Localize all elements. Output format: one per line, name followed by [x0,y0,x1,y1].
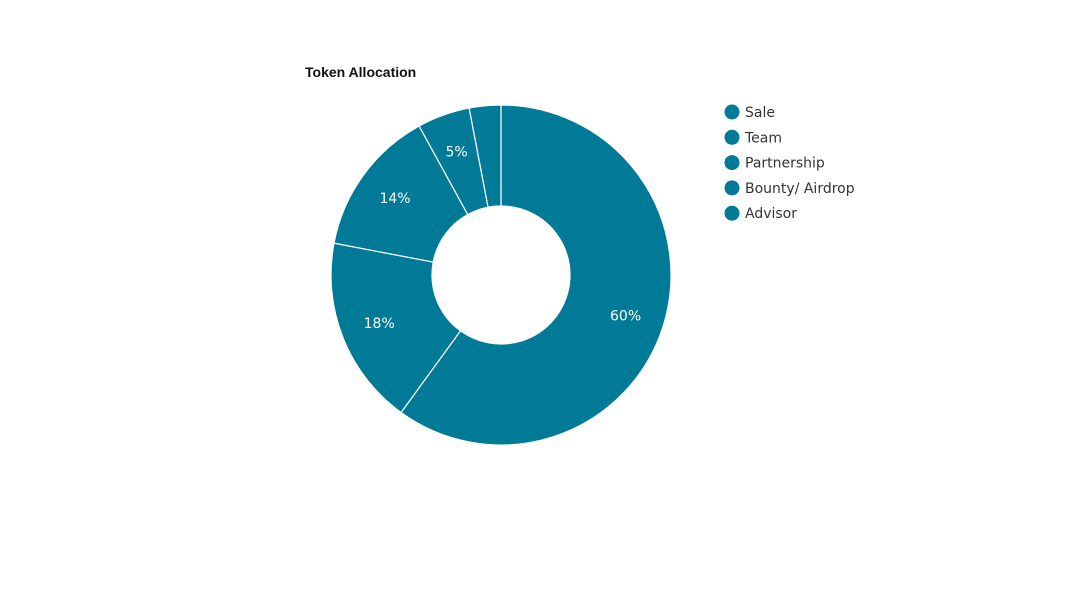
chart-legend: Sale Team Partnership Bounty/ Airdrop Adviso… [724,104,855,222]
slice-sale [400,104,672,446]
slice-label-team: 18% [364,316,395,332]
legend-label-sale: Sale [745,105,775,121]
legend-swatch-bounty-airdrop [724,180,740,196]
chart-title: Token Allocation [305,64,416,80]
slice-team [330,242,462,414]
legend-item-advisor: Advisor [724,205,797,222]
donut-slices [330,104,672,446]
legend-swatch-partnership [724,155,740,171]
legend-swatch-team [724,129,740,145]
legend-swatch-advisor [724,205,740,221]
legend-label-advisor: Advisor [745,206,797,222]
legend-item-bounty-airdrop: Bounty/ Airdrop [724,180,855,197]
slice-label-partnership: 14% [379,191,410,207]
slice-label-bounty-airdrop: 5% [446,145,468,161]
legend-label-partnership: Partnership [745,156,825,172]
slice-advisor [468,104,502,208]
slice-label-sale: 60% [610,308,641,324]
legend-label-team: Team [744,130,782,146]
donut-slice-labels: 60% 18% 14% 5% [364,145,642,332]
legend-swatch-sale [724,104,740,120]
legend-item-partnership: Partnership [724,155,825,172]
legend-item-team: Team [724,129,782,146]
legend-item-sale: Sale [724,104,775,121]
slice-partnership [333,125,469,263]
legend-label-bounty-airdrop: Bounty/ Airdrop [745,181,855,197]
